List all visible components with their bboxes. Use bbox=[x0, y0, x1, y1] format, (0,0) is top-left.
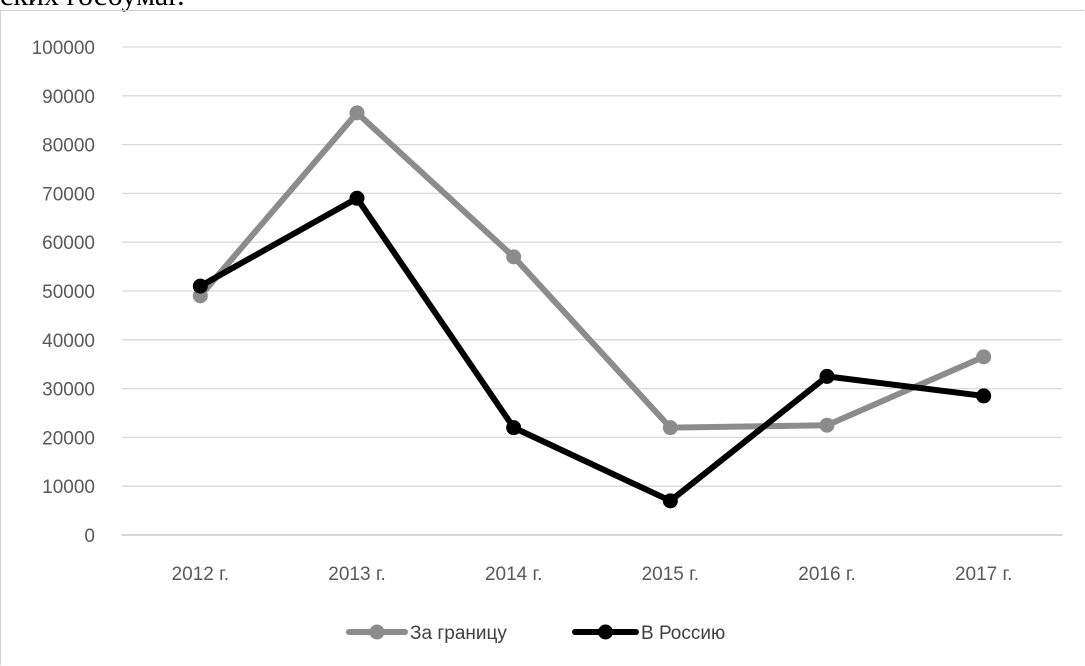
series-line bbox=[197, 109, 987, 431]
legend-swatch-marker bbox=[369, 624, 385, 640]
gridlines bbox=[122, 46, 1062, 536]
x-tick-label: 2012 г. bbox=[172, 564, 229, 585]
series-layer bbox=[192, 105, 992, 509]
data-point bbox=[506, 420, 522, 436]
data-point bbox=[349, 105, 365, 121]
legend-swatch-marker bbox=[598, 624, 613, 640]
data-point bbox=[192, 278, 208, 294]
y-tick-label: 40000 bbox=[42, 331, 95, 352]
cut-off-paragraph-text: ских госбумаг. bbox=[0, 0, 185, 12]
data-point bbox=[662, 493, 678, 509]
data-point bbox=[349, 190, 365, 206]
data-point bbox=[976, 388, 992, 404]
data-point bbox=[819, 417, 835, 433]
y-tick-label: 10000 bbox=[42, 477, 95, 498]
y-tick-label: 80000 bbox=[42, 136, 95, 157]
legend-item: В Россию bbox=[572, 623, 725, 644]
y-tick-label: 30000 bbox=[42, 380, 95, 401]
y-tick-label: 90000 bbox=[42, 87, 95, 108]
x-tick-label: 2016 г. bbox=[798, 564, 855, 585]
y-tick-label: 70000 bbox=[42, 184, 95, 205]
legend-label: За границу bbox=[410, 623, 507, 644]
series-1 bbox=[192, 105, 992, 436]
y-tick-label: 20000 bbox=[42, 428, 95, 449]
y-tick-label: 0 bbox=[84, 526, 95, 547]
y-tick-label: 50000 bbox=[42, 282, 95, 303]
series-line bbox=[197, 195, 987, 504]
x-tick-label: 2015 г. bbox=[642, 564, 699, 585]
legend-item: За границу bbox=[346, 623, 507, 644]
legend-label: В Россию bbox=[641, 623, 725, 644]
x-tick-label: 2017 г. bbox=[955, 564, 1012, 585]
x-tick-label: 2013 г. bbox=[328, 564, 385, 585]
x-tick-label: 2014 г. bbox=[485, 564, 542, 585]
x-axis: 2012 г. 2013 г. 2014 г. 2015 г. 2016 г. 2017 … bbox=[172, 564, 1013, 585]
data-point bbox=[662, 420, 678, 436]
y-axis: 0 10000 20000 30000 40000 50000 60000 70000 8000… bbox=[32, 38, 95, 547]
legend: За границу В Россию bbox=[346, 623, 725, 644]
series-2 bbox=[192, 190, 992, 509]
data-point bbox=[819, 368, 835, 384]
y-tick-label: 100000 bbox=[32, 38, 95, 59]
data-point bbox=[506, 249, 522, 265]
data-point bbox=[976, 349, 992, 365]
chart-frame bbox=[0, 10, 1084, 665]
y-tick-label: 60000 bbox=[42, 233, 95, 254]
